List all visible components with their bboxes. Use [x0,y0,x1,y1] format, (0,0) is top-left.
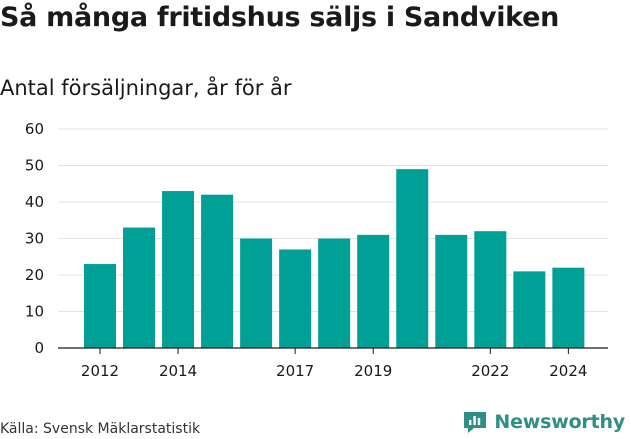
x-tick-label: 2024 [549,362,587,380]
bar-2022 [474,231,507,348]
y-tick-label: 60 [25,120,44,138]
y-tick-label: 30 [25,230,44,248]
bar-2013 [123,227,156,348]
bar-2018 [318,238,351,348]
y-tick-label: 50 [25,157,44,175]
bar-2015 [201,194,234,348]
bar-2023 [513,271,546,348]
bars [84,169,585,348]
y-tick-label: 10 [25,303,44,321]
bar-2024 [552,267,585,348]
chart-title: Så många fritidshus säljs i Sandviken [0,2,560,33]
x-tick-label: 2014 [159,362,197,380]
brand-name: Newsworthy [494,411,625,433]
y-tick-label: 40 [25,193,44,211]
bar-2016 [240,238,273,348]
chart-subtitle: Antal försäljningar, år för år [0,76,292,100]
y-tick-label: 0 [34,339,44,357]
x-tick-label: 2019 [354,362,392,380]
x-tick-label: 2017 [276,362,314,380]
bar-chart: 0 10 20 30 40 50 60 2012 2014 2017 2019 2022 2024 [25,120,608,380]
bar-2019 [357,234,390,348]
bar-2012 [84,264,116,348]
axes: 0 10 20 30 40 50 60 2012 2014 2017 2019 2022 2024 [25,120,608,380]
y-tick-label: 20 [25,266,44,284]
bar-2014 [162,191,195,348]
source-note: Källa: Svensk Mäklarstatistik [0,421,201,437]
bar-2017 [279,249,312,348]
bar-chart-logo-icon [464,412,487,433]
brand-logo: Newsworthy [462,409,625,435]
x-tick-label: 2012 [81,362,119,380]
x-tick-label: 2022 [471,362,509,380]
bar-2021 [435,234,468,348]
bar-2020 [396,169,429,348]
